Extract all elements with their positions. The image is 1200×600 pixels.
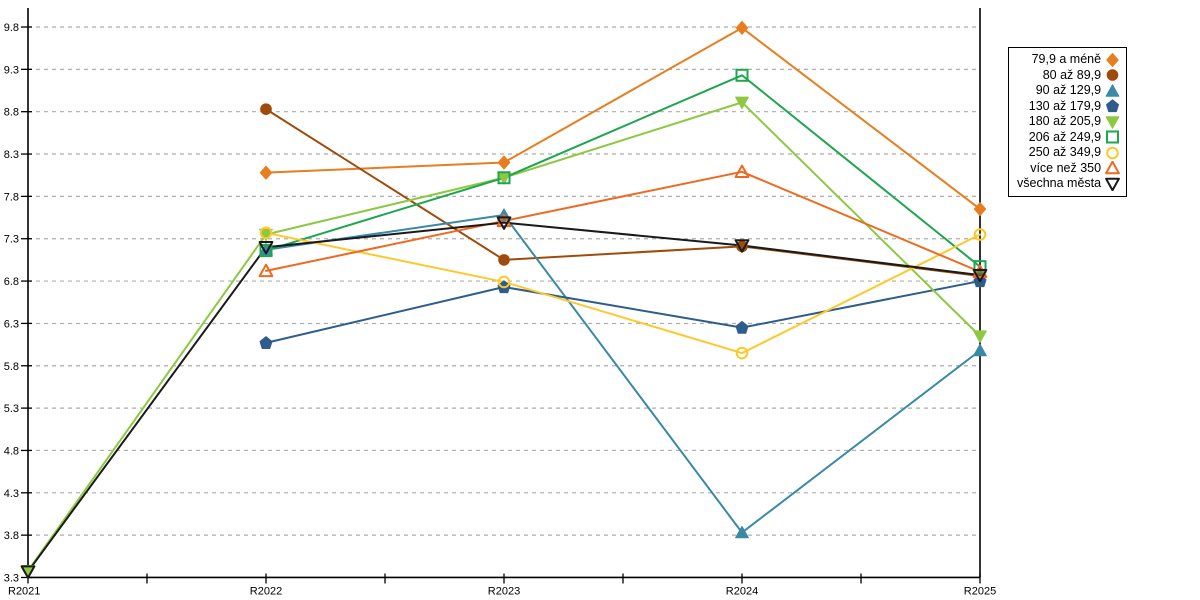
marker-triangle-up <box>1105 84 1120 97</box>
y-tick-label: 6.3 <box>4 318 19 330</box>
marker-square <box>497 171 511 185</box>
y-tick-label: 9.3 <box>4 64 19 76</box>
marker-diamond <box>1106 52 1119 67</box>
marker-pentagon <box>259 336 273 349</box>
marker-circle <box>1106 69 1119 82</box>
legend-label: 180 až 205,9 <box>1028 114 1102 129</box>
legend-label: 250 až 349,9 <box>1028 145 1102 160</box>
legend-label: 90 až 129,9 <box>1035 83 1102 98</box>
y-tick-label: 8.8 <box>4 107 19 119</box>
legend-item: všechna města <box>1017 176 1120 192</box>
legend-marker-icon <box>1105 84 1120 97</box>
marker-square <box>259 244 273 258</box>
legend: 79,9 a méně 80 až 89,9 90 až 129,9 130 až 1… <box>1008 47 1128 197</box>
marker-triangle-up <box>1105 161 1120 175</box>
marker-circle <box>973 228 987 241</box>
legend-label: 79,9 a méně <box>1031 52 1102 67</box>
marker-square <box>1106 130 1120 144</box>
series-lines <box>27 26 981 573</box>
y-tick-label: 9.8 <box>4 22 19 34</box>
legend-label: více než 350 <box>1030 160 1102 175</box>
marker-circle <box>498 254 510 266</box>
y-tick-label: 5.3 <box>4 403 19 415</box>
marker-triangle-down <box>259 228 273 242</box>
x-tick-label: R2025 <box>964 585 996 597</box>
y-tick-label: 8.3 <box>4 149 19 161</box>
legend-marker-icon <box>1105 177 1120 191</box>
x-tick-label: R2022 <box>250 585 282 597</box>
legend-marker-icon <box>1105 116 1120 129</box>
marker-triangle-down <box>1105 177 1120 191</box>
marker-triangle-down <box>496 216 512 230</box>
marker-triangle-up <box>735 525 749 539</box>
y-tick-label: 4.8 <box>4 445 19 457</box>
legend-marker-icon <box>1106 52 1119 67</box>
series-markers <box>20 20 988 579</box>
y-tick-label: 3.8 <box>4 530 19 542</box>
y-tick-label: 4.3 <box>4 488 19 500</box>
x-tick-label: R2024 <box>726 585 758 597</box>
marker-triangle-down <box>972 268 988 283</box>
marker-triangle-up <box>258 263 274 278</box>
legend-item: 130 až 179,9 <box>1017 99 1120 115</box>
marker-circle <box>497 275 511 289</box>
axes: 3.3 3.8 4.3 4.8 5.3 5.8 6.3 6.8 7.3 7.8 8.3 8.8 9.3 9… <box>4 8 996 597</box>
marker-triangle-up <box>496 213 512 228</box>
marker-triangle-down <box>973 330 987 343</box>
y-tick-label: 7.3 <box>4 234 19 246</box>
marker-triangle-up <box>973 343 987 357</box>
legend-label: 206 až 249,9 <box>1028 129 1102 144</box>
y-tick-label: 5.8 <box>4 361 19 373</box>
marker-pentagon <box>1106 99 1120 113</box>
marker-circle <box>735 346 749 360</box>
legend-item: více než 350 <box>1017 161 1120 177</box>
x-tick-label: R2023 <box>488 585 520 597</box>
series-line <box>265 214 981 534</box>
marker-circle <box>1106 146 1119 160</box>
marker-triangle-up <box>972 264 988 278</box>
legend-marker-icon <box>1105 161 1120 175</box>
marker-diamond <box>735 20 749 35</box>
legend-item: 250 až 349,9 <box>1017 145 1120 161</box>
legend-marker-icon <box>1106 99 1120 113</box>
marker-square <box>735 68 749 82</box>
legend-marker-icon <box>1106 130 1120 144</box>
series-line <box>265 26 981 211</box>
marker-pentagon <box>735 320 749 334</box>
legend-item: 80 až 89,9 <box>1017 68 1120 84</box>
series-line <box>265 280 981 344</box>
legend-label: 80 až 89,9 <box>1042 67 1102 82</box>
marker-triangle-down <box>258 240 274 255</box>
marker-triangle-down <box>734 239 750 253</box>
series-line <box>265 231 981 355</box>
marker-triangle-down <box>1105 116 1120 129</box>
series-line <box>265 170 981 273</box>
marker-circle <box>260 103 272 115</box>
marker-circle <box>259 226 273 240</box>
marker-triangle-up <box>734 164 750 179</box>
legend-item: 180 až 205,9 <box>1017 114 1120 130</box>
legend-item: 79,9 a méně <box>1017 52 1120 68</box>
legend-marker-icon <box>1106 69 1119 82</box>
series-line <box>265 74 981 268</box>
y-tick-label: 7.8 <box>4 191 19 203</box>
y-tick-label: 3.3 <box>4 572 19 584</box>
legend-marker-icon <box>1106 146 1119 160</box>
legend-item: 206 až 249,9 <box>1017 130 1120 146</box>
marker-diamond <box>259 165 273 180</box>
series-line <box>27 221 981 573</box>
legend-label: 130 až 179,9 <box>1028 98 1102 113</box>
marker-triangle-down <box>20 565 36 579</box>
x-tick-label: R2021 <box>8 585 40 597</box>
legend-item: 90 až 129,9 <box>1017 83 1120 99</box>
y-tick-label: 6.8 <box>4 276 19 288</box>
marker-diamond <box>973 202 987 217</box>
marker-diamond <box>497 155 511 170</box>
series-line <box>265 108 981 277</box>
marker-square <box>973 260 987 274</box>
marker-triangle-down <box>735 96 749 110</box>
legend-label: všechna města <box>1017 176 1102 191</box>
